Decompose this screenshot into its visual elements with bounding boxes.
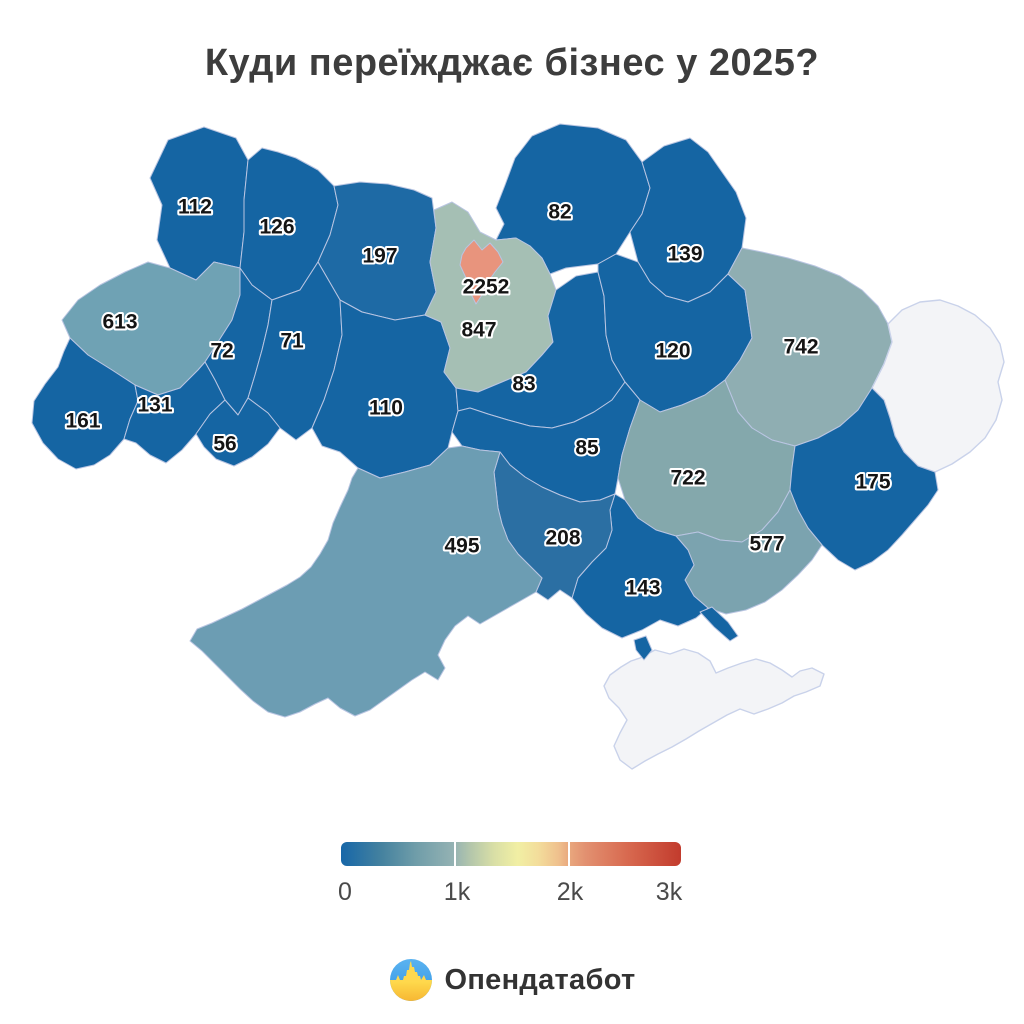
value-label-kyiv-city: 2252 xyxy=(463,275,510,298)
legend-gradient-bar xyxy=(341,842,681,866)
page-title: Куди переїжджає бізнес у 2025? xyxy=(204,42,820,84)
value-label-chernihiv: 82 xyxy=(548,200,571,223)
value-label-khmelnytskyi: 71 xyxy=(280,329,304,352)
value-label-kharkiv: 742 xyxy=(783,335,818,358)
value-label-mykolaiv: 208 xyxy=(545,526,580,549)
logo-skyline-icon xyxy=(390,961,431,982)
value-label-ivano-frankivsk: 131 xyxy=(137,393,172,416)
value-label-kyiv-oblast: 847 xyxy=(461,318,496,341)
legend-divider-2k xyxy=(567,842,570,866)
color-scale-legend: 0 1k 2k 3k xyxy=(338,842,682,908)
value-label-dnipro: 722 xyxy=(670,466,705,489)
value-label-kirovohrad: 85 xyxy=(575,436,599,459)
region-crimea xyxy=(603,648,825,770)
value-label-donetsk: 175 xyxy=(855,470,890,493)
value-label-zaporizhzhia: 577 xyxy=(749,532,784,555)
logo-bottom-half xyxy=(389,980,432,1001)
region-khmelnytskyi xyxy=(247,261,343,441)
value-label-zakarpattia: 161 xyxy=(65,409,100,432)
region-kyiv-city xyxy=(459,239,504,305)
map-regions-layer xyxy=(31,123,1005,770)
value-label-odesa: 495 xyxy=(444,534,479,557)
region-decor-strip-1 xyxy=(699,606,739,642)
legend-tick-2k: 2k xyxy=(556,878,584,906)
footer-branding: Опендатабот xyxy=(0,958,1024,1002)
value-label-volyn: 112 xyxy=(178,195,212,218)
region-decor-strip-0 xyxy=(633,635,653,661)
value-label-ternopil: 72 xyxy=(210,339,233,362)
opendatabot-logo-icon xyxy=(389,959,432,1001)
value-label-lviv: 613 xyxy=(102,310,137,333)
region-chernivtsi xyxy=(195,397,281,467)
value-label-cherkasy: 83 xyxy=(512,372,535,395)
region-odesa xyxy=(189,445,543,718)
legend-tick-3k: 3k xyxy=(655,878,683,906)
value-label-chernivtsi: 56 xyxy=(213,432,236,455)
map-value-labels-layer: 112 126 197 82 139 613 72 71 161 131 56 110 847 2252 8… xyxy=(63,193,892,601)
brand-name: Опендатабот xyxy=(444,963,636,996)
value-label-sumy: 139 xyxy=(667,242,702,265)
value-label-kherson: 143 xyxy=(625,576,660,599)
value-label-zhytomyr: 197 xyxy=(362,244,397,267)
legend-tick-0: 0 xyxy=(338,878,352,906)
region-zakarpattia xyxy=(31,337,139,470)
value-label-poltava: 120 xyxy=(655,339,690,362)
value-label-vinnytsia: 110 xyxy=(369,396,403,419)
legend-ticks: 0 1k 2k 3k xyxy=(338,878,682,908)
value-label-rivne: 126 xyxy=(259,215,294,238)
legend-tick-1k: 1k xyxy=(443,878,471,906)
legend-divider-1k xyxy=(454,842,457,866)
